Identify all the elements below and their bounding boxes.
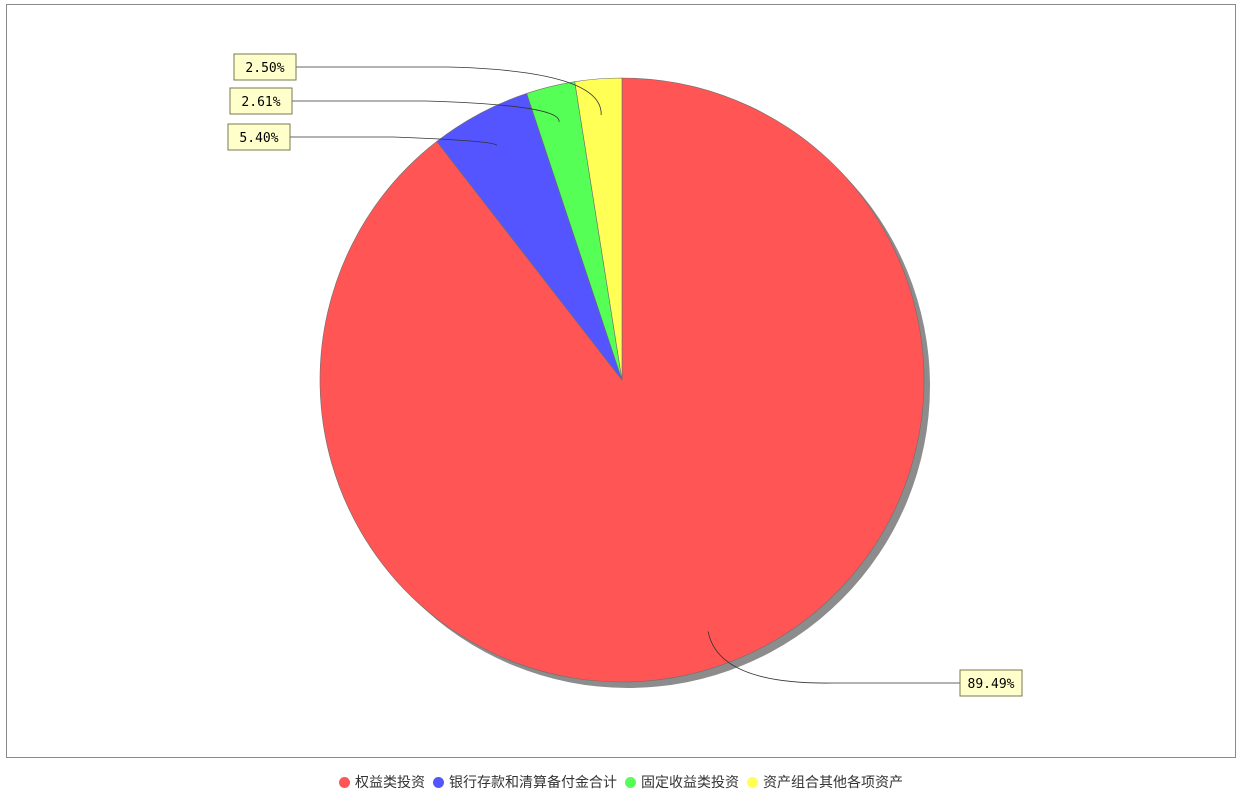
data-label-box-4 xyxy=(233,53,297,81)
legend-item-3: 固定收益类投资 xyxy=(625,772,739,792)
legend-label-3: 固定收益类投资 xyxy=(641,775,739,791)
leader-line-2 xyxy=(290,136,498,146)
legend-item-1: 权益类投资 xyxy=(339,772,425,792)
legend-swatch-1 xyxy=(339,776,350,788)
legend-swatch-2 xyxy=(433,776,444,788)
leader-line-1 xyxy=(707,631,960,684)
data-label-box-3 xyxy=(229,87,293,115)
legend-item-2: 银行存款和清算备付金合计 xyxy=(433,772,617,792)
leader-line-4 xyxy=(296,66,602,116)
legend-swatch-3 xyxy=(625,776,636,788)
legend-item-4: 资产组合其他各项资产 xyxy=(747,772,903,792)
legend-swatch-4 xyxy=(747,776,758,788)
data-label-1: 89.49% xyxy=(968,677,1015,692)
legend-label-4: 资产组合其他各项资产 xyxy=(763,775,903,791)
data-label-box-1 xyxy=(959,669,1023,697)
pie-slice-4 xyxy=(574,77,623,381)
data-label-3: 2.61% xyxy=(241,95,280,110)
data-label-box-2 xyxy=(227,123,291,151)
data-label-2: 5.40% xyxy=(239,131,278,146)
leader-line-3 xyxy=(292,100,560,122)
legend-label-2: 银行存款和清算备付金合计 xyxy=(449,775,617,791)
data-label-4: 2.50% xyxy=(245,61,284,76)
legend-label-1: 权益类投资 xyxy=(355,775,425,791)
legend: 权益类投资 银行存款和清算备付金合计 固定收益类投资 资产组合其他各项资产 xyxy=(0,772,1242,792)
